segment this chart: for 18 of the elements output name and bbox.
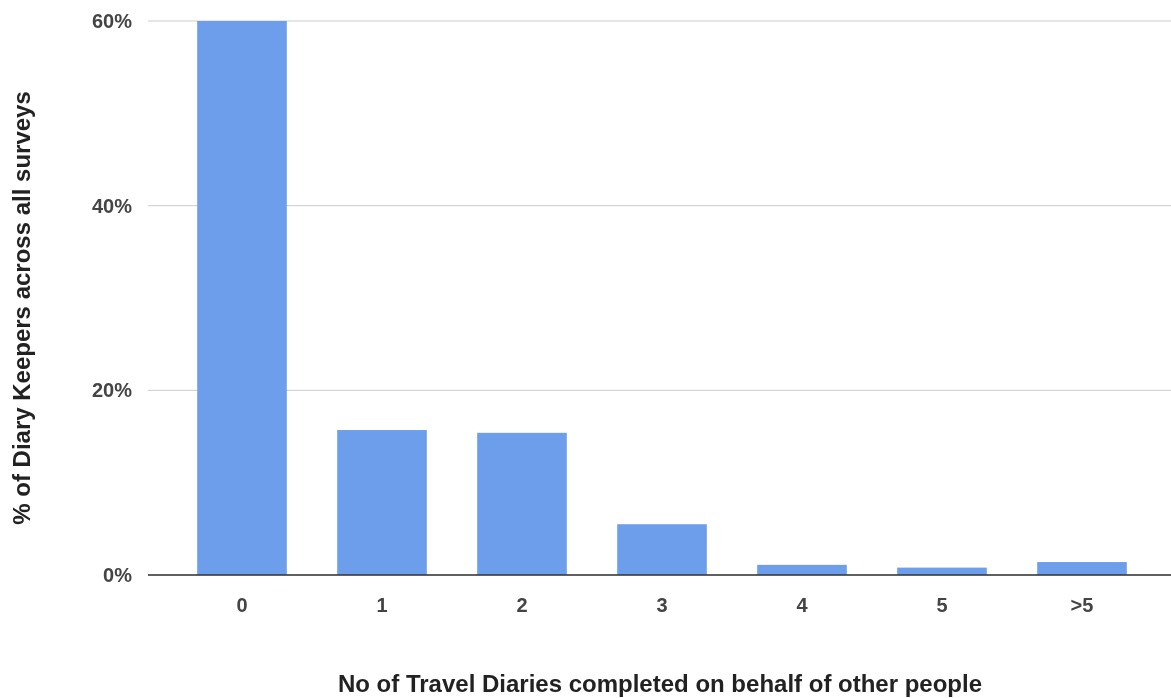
x-tick-label: 4	[796, 594, 809, 616]
x-tick-label: 1	[376, 594, 388, 616]
y-axis-title: % of Diary Keepers across all surveys	[8, 91, 35, 525]
bar	[477, 432, 567, 575]
y-tick-label: 60%	[91, 10, 133, 32]
bar	[1037, 562, 1127, 575]
bar	[197, 21, 287, 575]
x-tick-label: 2	[516, 594, 528, 616]
x-tick-label: 3	[656, 594, 668, 616]
y-tick-label: 40%	[91, 194, 133, 217]
x-tick-label: 0	[236, 594, 248, 616]
bar	[617, 524, 707, 575]
y-tick-label: 0%	[103, 564, 133, 586]
x-tick-label: 5	[936, 594, 948, 616]
x-tick-label: >5	[1070, 594, 1094, 616]
x-axis-title: No of Travel Diaries completed on behalf of other people	[337, 670, 983, 697]
y-tick-label: 20%	[91, 379, 133, 402]
bar	[337, 430, 427, 575]
